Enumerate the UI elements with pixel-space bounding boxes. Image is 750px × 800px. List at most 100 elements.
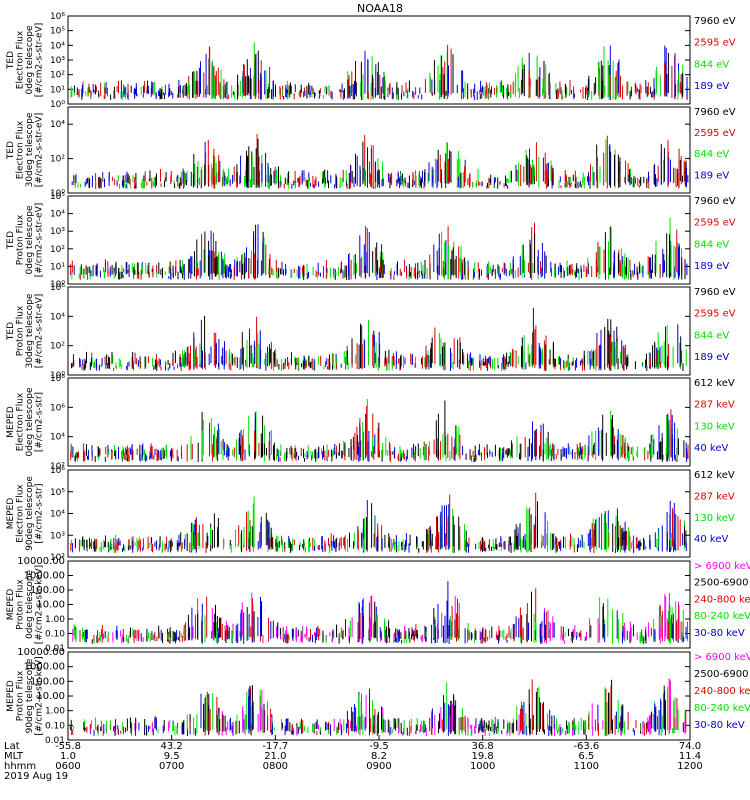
y-axis-label: Electron Flux — [16, 392, 26, 451]
y-axis-label: 0deg telescope — [25, 387, 35, 457]
y-tick-label: 1.00 — [45, 615, 65, 625]
x-tick-time: 1200 — [677, 761, 702, 772]
y-axis-label: [#/cm2-s-str] — [35, 392, 45, 452]
legend-entry: 189 eV — [694, 170, 729, 181]
panel-frame — [67, 286, 691, 376]
flux-marks — [72, 581, 688, 644]
y-tick-label: 10⁰ — [50, 280, 65, 290]
y-axis-label: Proton Flux — [16, 214, 26, 265]
legend-entry: 2595 eV — [694, 218, 736, 229]
legend-entry: 130 keV — [694, 421, 735, 432]
y-tick-label: 10² — [50, 155, 65, 165]
y-axis-label: 90deg telescope — [25, 476, 35, 551]
y-tick-label: 10² — [50, 462, 65, 472]
y-tick-label: 10⁶ — [50, 466, 65, 476]
y-axis-label: [#/cm2-s-str-keV] — [35, 565, 45, 644]
y-tick-label: 10⁸ — [50, 374, 65, 384]
y-axis-label: TED — [6, 51, 16, 70]
y-axis-label: 30deg telescope — [25, 112, 35, 187]
flux-marks — [69, 678, 687, 736]
x-tick-lat: 36.8 — [472, 741, 494, 752]
panel-frame — [67, 651, 691, 741]
panel-1: 10⁰ 10¹ 10² 10³ 10⁴ 10⁵ 10⁶ TED Electron Flux 0de… — [6, 12, 736, 110]
panel-2: 10⁰ 10² 10⁴ TED Electron Flux 30deg telescope… — [6, 106, 736, 199]
y-tick-label: 10⁰ — [50, 100, 65, 110]
y-tick-label: 10¹ — [50, 85, 65, 95]
legend-entry: 612 keV — [694, 378, 735, 389]
legend-entry: 40 keV — [694, 534, 728, 545]
y-tick-label: 10⁴ — [50, 210, 65, 220]
panel-frame — [67, 195, 691, 285]
y-tick-label: 10⁶ — [50, 283, 65, 293]
x-tick-time: 1100 — [574, 761, 599, 772]
y-tick-label: 10⁰ — [50, 371, 65, 381]
y-axis-label: Electron Flux — [16, 30, 26, 89]
flux-marks — [70, 42, 688, 100]
x-tick-time: 0700 — [159, 761, 184, 772]
y-axis-label: MEPED — [6, 680, 16, 712]
y-tick-label: 10⁴ — [50, 120, 65, 130]
x-row-label: MLT — [4, 751, 24, 762]
y-axis-label: [#/cm2-s-str-eV] — [35, 203, 45, 278]
y-axis-label: [#/cm2-s-str-keV] — [35, 656, 45, 735]
x-tick-lat: -9.5 — [369, 741, 389, 752]
y-tick-label: 10⁶ — [50, 403, 65, 413]
x-tick-lat: 43.2 — [161, 741, 183, 752]
legend-entry: 2595 eV — [694, 38, 736, 49]
legend-entry: 7960 eV — [694, 287, 736, 298]
panel-5: 10² 10⁴ 10⁶ 10⁸ MEPED Electron Flux 0deg teles… — [6, 374, 735, 472]
legend-entry: 844 eV — [694, 330, 729, 341]
panel-8: 10000.00 1000.00 100.00 10.00 1.00 0.10 0.01 ME… — [6, 647, 750, 746]
x-tick-mlt: 21.0 — [264, 751, 286, 762]
y-axis-label: TED — [6, 141, 16, 160]
y-axis-label: [#/cm2-s-str] — [35, 483, 45, 543]
panel-3: 10⁰ 10¹ 10² 10³ 10⁴ 10⁵ TED Proton Flux 0deg tel… — [6, 192, 736, 290]
x-tick-mlt: 9.5 — [164, 751, 180, 762]
legend-entry: 2595 eV — [694, 128, 736, 139]
y-axis-label: 0deg telescope — [25, 205, 35, 275]
y-tick-label: 10⁴ — [50, 433, 65, 443]
x-tick-lat: 74.0 — [679, 741, 701, 752]
y-tick-label: 1000.00 — [24, 571, 65, 582]
y-tick-label: 0.10 — [45, 721, 65, 731]
y-axis-label: Electron Flux — [16, 484, 26, 543]
y-axis-label: 90deg telescope — [25, 658, 35, 733]
y-axis-label: MEPED — [6, 589, 16, 621]
y-tick-label: 100.00 — [30, 585, 65, 596]
legend-entry: 287 keV — [694, 400, 735, 411]
x-tick-time: 0600 — [55, 761, 80, 772]
y-axis-label: [#/cm2-s-str-eV] — [35, 113, 45, 188]
legend-entry: > 6900 keV — [694, 652, 750, 663]
x-tick-time: 1000 — [470, 761, 495, 772]
x-axis-date: 2019 Aug 19 — [4, 771, 68, 782]
legend-entry: 844 eV — [694, 149, 729, 160]
panel-4: 10⁰ 10² 10⁴ 10⁶ TED Proton Flux 30deg telescop… — [6, 283, 736, 381]
y-tick-label: 1.00 — [45, 707, 65, 717]
y-tick-label: 10⁵ — [50, 27, 65, 37]
x-tick-mlt: 1.0 — [60, 751, 76, 762]
legend-entry: 7960 eV — [694, 16, 736, 27]
legend-entry: 2500-6900 — [694, 578, 749, 589]
x-tick-time: 0800 — [263, 761, 288, 772]
y-tick-label: 10³ — [50, 56, 65, 66]
y-axis-label: TED — [6, 231, 16, 250]
legend-entry: 844 eV — [694, 59, 729, 70]
x-tick-lat: -17.7 — [262, 741, 288, 752]
y-axis-label: TED — [6, 322, 16, 341]
y-tick-label: 10² — [50, 342, 65, 352]
x-row-label: hhmm — [4, 761, 36, 772]
y-tick-label: 10⁵ — [50, 192, 65, 202]
legend-entry: 2500-6900 — [694, 669, 749, 680]
y-axis-label: [#/cm2-s-str-eV] — [35, 294, 45, 369]
y-axis-label: [#/cm2-s-str-eV] — [35, 23, 45, 98]
y-tick-label: 10⁰ — [50, 189, 65, 199]
panel-frame — [67, 377, 691, 467]
